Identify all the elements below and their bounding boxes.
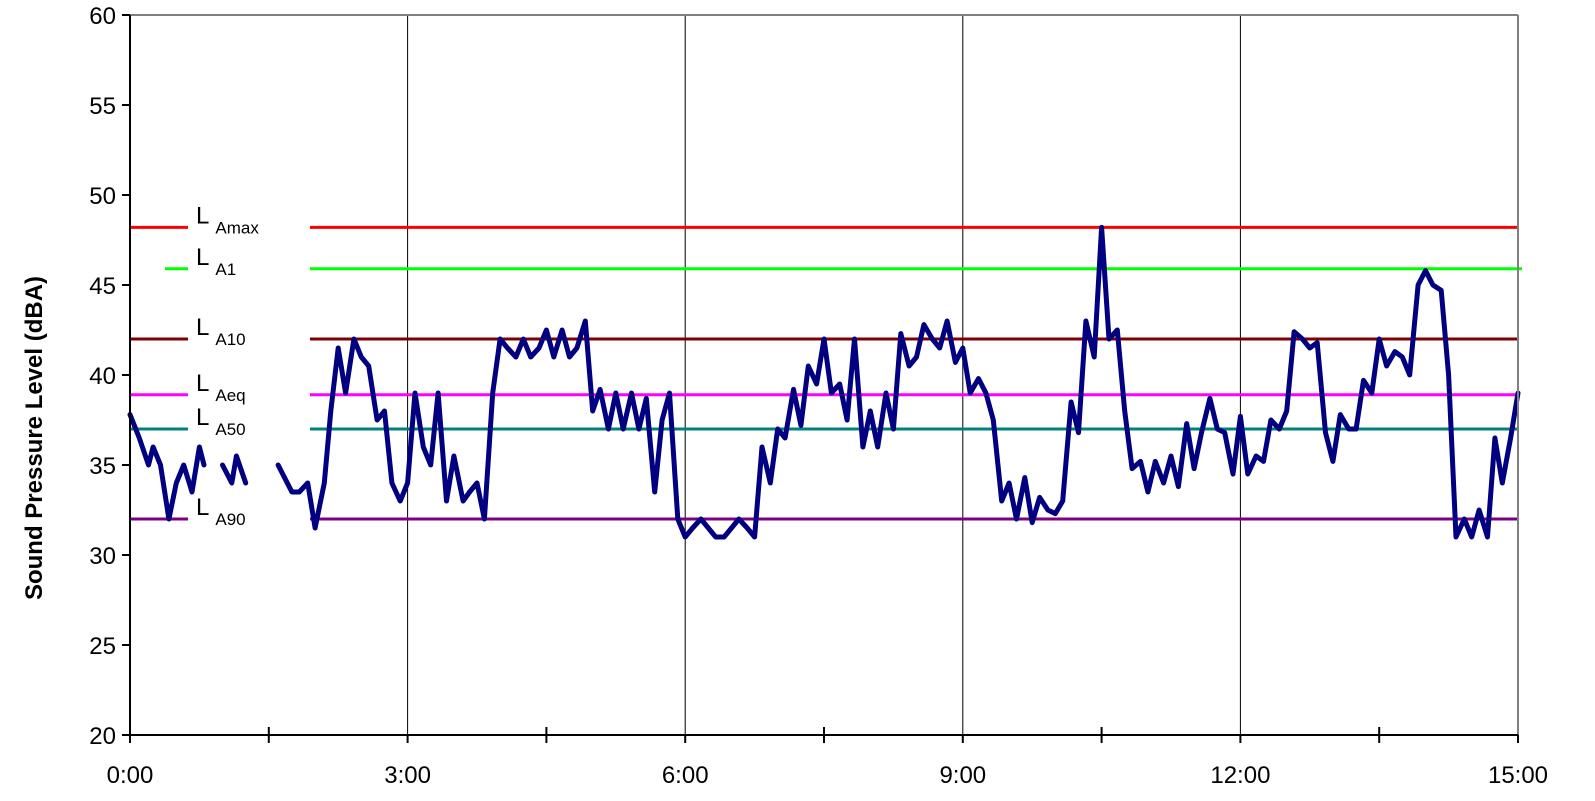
y-axis-label: Sound Pressure Level (dBA): [21, 276, 48, 600]
x-tick-label-0: 0:00: [107, 762, 154, 789]
stat-label-3: L Aeq: [196, 370, 246, 405]
statistic-lines: [130, 225, 1522, 521]
y-tick-label-6: 50: [89, 183, 116, 210]
y-tick-label-4: 40: [89, 363, 116, 390]
y-tick-label-5: 45: [89, 273, 116, 300]
x-tick-label-4: 12:00: [1210, 762, 1270, 789]
y-tick-label-0: 20: [89, 723, 116, 750]
y-tick-label-1: 25: [89, 633, 116, 660]
series-line-group: [127, 224, 1521, 540]
series-line-segment-0-0: [127, 412, 207, 522]
y-tick-label-3: 35: [89, 453, 116, 480]
stat-label-1: L A1: [196, 244, 236, 279]
x-tick-label-2: 6:00: [662, 762, 709, 789]
grid-lines: [407, 15, 1241, 735]
x-tick-label-3: 9:00: [939, 762, 986, 789]
y-tick-label-7: 55: [89, 93, 116, 120]
x-tick-label-1: 3:00: [384, 762, 431, 789]
plot-frame: [130, 14, 1519, 735]
stat-label-0: L Amax: [196, 202, 259, 237]
series-line-segment-0-2: [275, 224, 1521, 540]
stat-label-2: L A10: [196, 314, 246, 349]
stat-label-4: L A50: [196, 404, 246, 439]
y-tick-label-2: 30: [89, 543, 116, 570]
stat-label-5: L A90: [196, 494, 246, 529]
axes: 20 25 30 35 40 45 50 55 60 0:00 3:00 6:00 9:00 12:00 1…: [89, 3, 1548, 789]
series-line-segment-0-1: [220, 453, 249, 486]
y-tick-label-8: 60: [89, 3, 116, 30]
x-tick-label-5: 15:00: [1488, 762, 1548, 789]
